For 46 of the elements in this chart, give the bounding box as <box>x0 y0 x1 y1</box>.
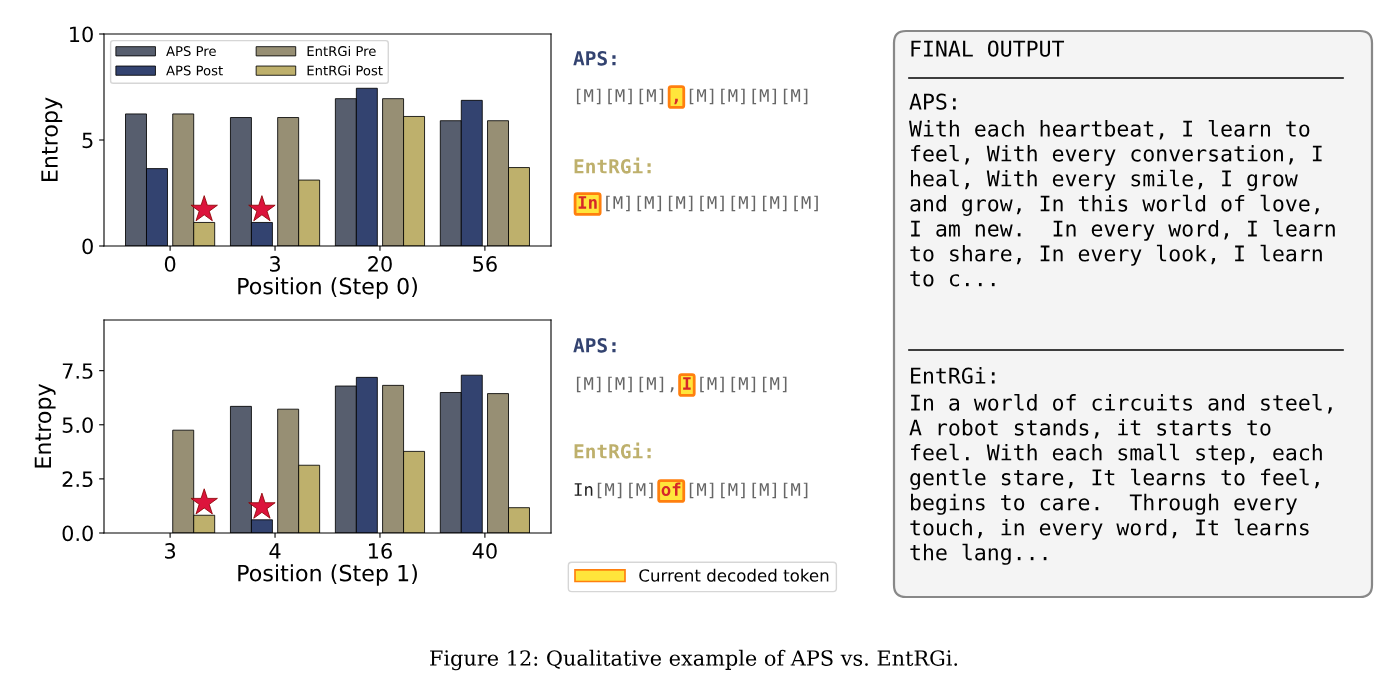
text: EntRGi: <box>574 157 651 174</box>
text: EntRGi: <box>911 367 995 384</box>
x-tick-label: 3 <box>165 543 176 559</box>
text: [M][M] <box>597 482 653 499</box>
text: In <box>574 483 593 496</box>
x-axis-title: Position (Step 0) <box>238 277 417 299</box>
text: EntRGi: <box>574 442 651 459</box>
y-tick-label: 10 <box>70 26 93 43</box>
text: [M][M][M][M] <box>689 482 808 499</box>
text: of <box>661 482 681 497</box>
y-axis-title: Entropy <box>34 384 56 468</box>
x-tick-label: 20 <box>368 256 392 272</box>
x-tick-label: 3 <box>270 256 280 272</box>
text: , <box>674 98 678 105</box>
y-tick-label: 7.5 <box>62 363 93 379</box>
text: In <box>578 196 597 209</box>
y-tick-label: 2.5 <box>62 471 93 488</box>
text: [M][M][M] <box>700 376 787 393</box>
text: APS: <box>573 337 616 353</box>
legend-label: APS Post <box>166 65 223 76</box>
x-tick-label: 40 <box>472 543 497 559</box>
legend-label: APS Pre <box>166 46 216 57</box>
text: FINAL OUTPUT <box>911 40 1065 57</box>
text: [M][M][M], <box>576 376 674 393</box>
x-tick-label: 56 <box>473 256 497 272</box>
legend-label: EntRGi Pre <box>307 45 376 57</box>
text: [M][M][M][M] <box>689 88 808 105</box>
text: In a world of circuits and steel, A robot stands, it starts to feel. With each small step, each gentle stare, It learns to feel, begins to care. Through every touch, in every word, It learns the lang... <box>909 394 1332 565</box>
y-tick-label: 0 <box>82 238 93 255</box>
text: With each heartbeat, I learn to feel, With every conversation, I heal, With every smile, I grow and grow, In this world of love, I am new. In every word, I learn to share, In every look, I learn to c... <box>909 120 1335 287</box>
x-tick-label: 0 <box>164 256 176 272</box>
caption: Figure 12: Qualitative example of APS vs. EntRGi. <box>430 649 958 671</box>
text: [M][M][M] <box>576 88 664 105</box>
x-tick-label: 16 <box>369 543 392 559</box>
y-axis-title: Entropy <box>41 97 63 181</box>
y-tick-label: 5.0 <box>62 417 93 433</box>
y-tick-label: 5 <box>82 132 93 149</box>
text: [M][M][M][M][M][M][M] <box>606 195 818 212</box>
y-tick-label: 0.0 <box>62 525 93 542</box>
text: APS: <box>909 93 956 110</box>
legend-label: EntRGi Post <box>307 65 383 76</box>
text: I <box>683 377 691 390</box>
text: Current decoded token <box>639 568 829 582</box>
text: APS: <box>573 50 616 66</box>
x-tick-label: 4 <box>269 543 281 559</box>
x-axis-title: Position (Step 1) <box>238 564 417 586</box>
